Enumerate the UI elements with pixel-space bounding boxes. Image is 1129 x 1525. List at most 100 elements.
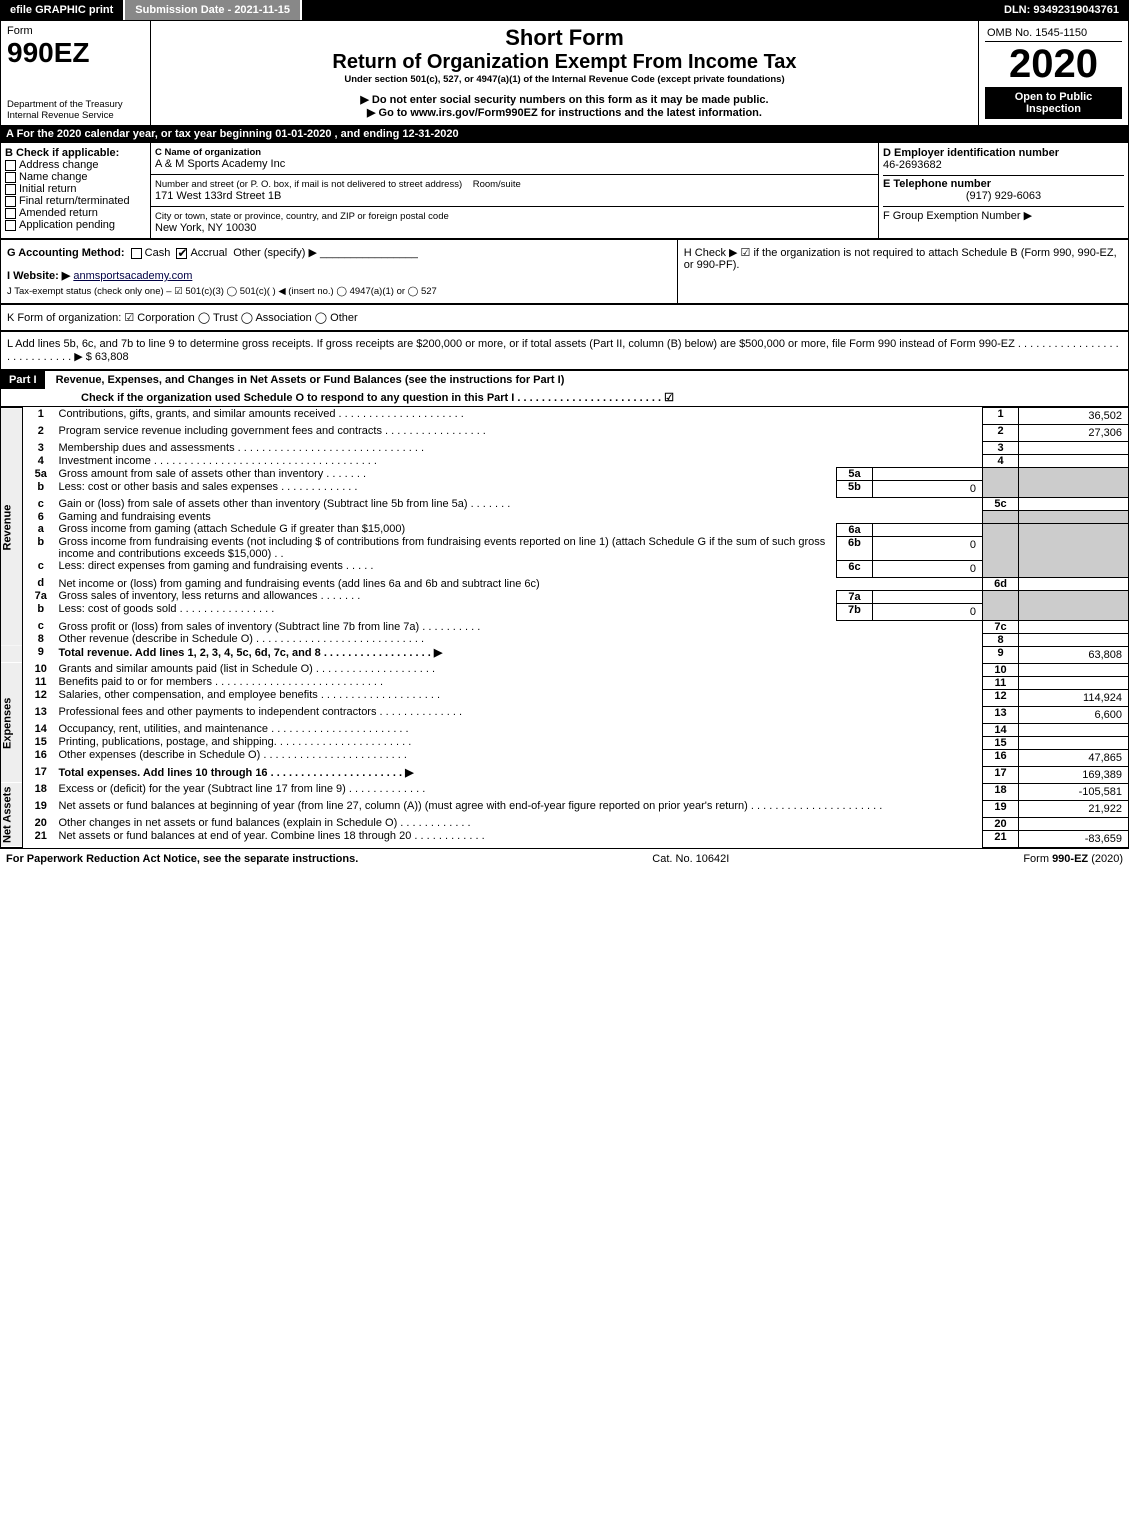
line-10-val <box>1019 663 1129 676</box>
line-5a-subbox: 5a <box>836 468 872 481</box>
line-6-no: 6 <box>23 511 59 524</box>
line-5a-no: 5a <box>23 468 59 481</box>
line-15-box: 15 <box>983 736 1019 749</box>
line-21-no: 21 <box>23 830 59 847</box>
gh-table: G Accounting Method: Cash Accrual Other … <box>0 239 1129 304</box>
line-1-val: 36,502 <box>1019 408 1129 425</box>
check-amended-return[interactable] <box>5 208 16 219</box>
check-initial-return[interactable] <box>5 184 16 195</box>
line-11-val <box>1019 676 1129 689</box>
part1-lines-table: Revenue 1 Contributions, gifts, grants, … <box>0 407 1129 848</box>
line-5b-subbox: 5b <box>836 481 872 498</box>
line-12-box: 12 <box>983 689 1019 706</box>
line-11-no: 11 <box>23 676 59 689</box>
line-18-no: 18 <box>23 783 59 800</box>
line-7b-subval: 0 <box>872 603 982 620</box>
check-accrual[interactable] <box>176 248 187 259</box>
line-4-no: 4 <box>23 455 59 468</box>
line-16-val: 47,865 <box>1019 749 1129 766</box>
footer-left: For Paperwork Reduction Act Notice, see … <box>6 853 358 865</box>
line-18-val: -105,581 <box>1019 783 1129 800</box>
check-name-change[interactable] <box>5 172 16 183</box>
line-5c-text: Gain or (loss) from sale of assets other… <box>59 498 983 511</box>
main-title: Return of Organization Exempt From Incom… <box>157 51 972 74</box>
line-3-no: 3 <box>23 442 59 455</box>
website-link[interactable]: anmsportsacademy.com <box>73 270 192 282</box>
box-l-line: L Add lines 5b, 6c, and 7b to line 9 to … <box>1 332 1129 370</box>
org-name: A & M Sports Academy Inc <box>155 158 874 170</box>
line-17-val: 169,389 <box>1019 766 1129 783</box>
line-6c-subval: 0 <box>872 560 982 577</box>
side-label-revenue: Revenue <box>1 408 23 647</box>
check-application-pending[interactable] <box>5 220 16 231</box>
check-address-change[interactable] <box>5 160 16 171</box>
dln-label: DLN: 93492319043761 <box>994 0 1129 20</box>
opt-address-change: Address change <box>19 159 99 171</box>
box-f-label: F Group Exemption Number ▶ <box>883 206 1124 222</box>
line-12-text: Salaries, other compensation, and employ… <box>59 689 983 706</box>
opt-application-pending: Application pending <box>19 219 115 231</box>
line-11-box: 11 <box>983 676 1019 689</box>
omb-number: OMB No. 1545-1150 <box>985 25 1122 42</box>
opt-initial-return: Initial return <box>19 183 76 195</box>
line-9-no: 9 <box>23 646 59 663</box>
opt-amended-return: Amended return <box>19 207 98 219</box>
line-6b-subbox: 6b <box>836 536 872 560</box>
phone-value: (917) 929-6063 <box>883 190 1124 202</box>
submission-date-button[interactable]: Submission Date - 2021-11-15 <box>125 0 302 20</box>
org-city: New York, NY 10030 <box>155 222 874 234</box>
line-11-text: Benefits paid to or for members . . . . … <box>59 676 983 689</box>
line-3-box: 3 <box>983 442 1019 455</box>
open-public-1: Open to Public <box>989 91 1118 103</box>
line-17-text: Total expenses. Add lines 10 through 16 … <box>59 767 414 779</box>
top-bar: efile GRAPHIC print Submission Date - 20… <box>0 0 1129 20</box>
line-6d-text: Net income or (loss) from gaming and fun… <box>59 577 983 590</box>
line-20-text: Other changes in net assets or fund bala… <box>59 817 983 830</box>
line-21-box: 21 <box>983 830 1019 847</box>
line-7a-subval <box>872 590 982 603</box>
line-13-box: 13 <box>983 706 1019 723</box>
box-j-line: J Tax-exempt status (check only one) – ☑… <box>7 286 671 297</box>
efile-print-button[interactable]: efile GRAPHIC print <box>0 0 125 20</box>
box-d-label: D Employer identification number <box>883 147 1124 159</box>
line-7b-text: Less: cost of goods sold . . . . . . . .… <box>59 603 837 620</box>
opt-accrual: Accrual <box>190 247 227 259</box>
line-10-no: 10 <box>23 663 59 676</box>
org-address: 171 West 133rd Street 1B <box>155 190 874 202</box>
footer-mid: Cat. No. 10642I <box>652 853 729 865</box>
entity-info-table: B Check if applicable: Address change Na… <box>0 142 1129 239</box>
line-6a-text: Gross income from gaming (attach Schedul… <box>59 523 837 536</box>
line-4-text: Investment income . . . . . . . . . . . … <box>59 455 983 468</box>
line-17-box: 17 <box>983 766 1019 783</box>
line-20-val <box>1019 817 1129 830</box>
line-1-text: Contributions, gifts, grants, and simila… <box>59 408 983 425</box>
line-18-text: Excess or (deficit) for the year (Subtra… <box>59 783 983 800</box>
line-15-no: 15 <box>23 736 59 749</box>
line-3-val <box>1019 442 1129 455</box>
line-16-text: Other expenses (describe in Schedule O) … <box>59 749 983 766</box>
line-19-no: 19 <box>23 800 59 817</box>
box-h-text: H Check ▶ ☑ if the organization is not r… <box>677 240 1128 304</box>
line-8-box: 8 <box>983 633 1019 646</box>
line-16-no: 16 <box>23 749 59 766</box>
line-6b-subval: 0 <box>872 536 982 560</box>
box-g-label: G Accounting Method: <box>7 247 125 259</box>
part1-badge: Part I <box>1 371 45 389</box>
subtitle: Under section 501(c), 527, or 4947(a)(1)… <box>157 74 972 85</box>
check-final-return[interactable] <box>5 196 16 207</box>
goto-link[interactable]: ▶ Go to www.irs.gov/Form990EZ for instru… <box>157 106 972 119</box>
line-6d-box: 6d <box>983 577 1019 590</box>
line-19-box: 19 <box>983 800 1019 817</box>
line-4-val <box>1019 455 1129 468</box>
line-8-no: 8 <box>23 633 59 646</box>
line-13-no: 13 <box>23 706 59 723</box>
line-2-text: Program service revenue including govern… <box>59 425 983 442</box>
line-6c-text: Less: direct expenses from gaming and fu… <box>59 560 837 577</box>
box-c-room-label: Room/suite <box>473 179 521 190</box>
line-6a-subbox: 6a <box>836 523 872 536</box>
line-7c-box: 7c <box>983 620 1019 633</box>
check-cash[interactable] <box>131 248 142 259</box>
line-17-no: 17 <box>23 766 59 783</box>
ssn-warning: ▶ Do not enter social security numbers o… <box>157 93 972 106</box>
line-5c-val <box>1019 498 1129 511</box>
